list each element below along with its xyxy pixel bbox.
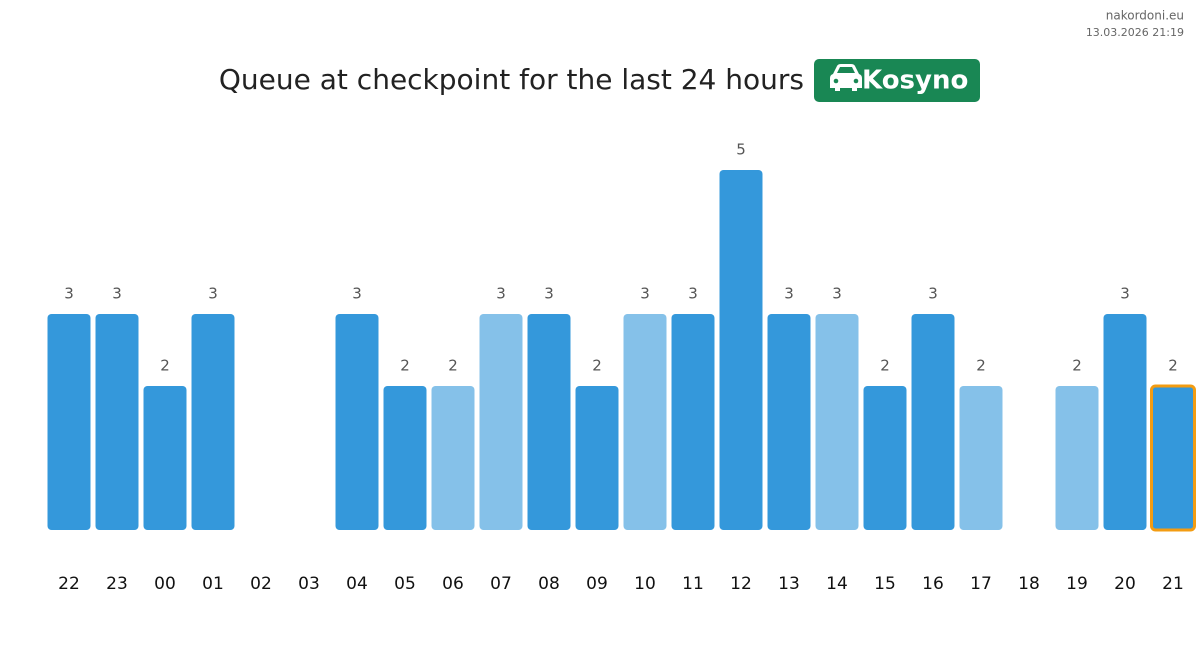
bar [815, 314, 859, 530]
x-tick-label: 10 [634, 574, 656, 594]
value-label: 3 [640, 285, 650, 303]
bar [143, 386, 187, 530]
x-tick-label: 07 [490, 574, 512, 594]
x-tick-label: 12 [730, 574, 752, 594]
bar [431, 386, 475, 530]
x-tick-label: 00 [154, 574, 176, 594]
value-label: 3 [496, 285, 506, 303]
x-tick-label: 19 [1066, 574, 1088, 594]
bar [191, 314, 235, 530]
x-tick-label: 15 [874, 574, 896, 594]
value-label: 2 [1168, 357, 1178, 375]
bar [95, 314, 139, 530]
bar [767, 314, 811, 530]
bar [1103, 314, 1147, 530]
value-label: 5 [736, 141, 746, 159]
x-tick-label: 05 [394, 574, 416, 594]
x-tick-label: 16 [922, 574, 944, 594]
value-label: 3 [352, 285, 362, 303]
value-label: 3 [112, 285, 122, 303]
value-label: 2 [448, 357, 458, 375]
value-label: 2 [160, 357, 170, 375]
value-label: 3 [688, 285, 698, 303]
value-label: 3 [64, 285, 74, 303]
bar [479, 314, 523, 530]
bar [335, 314, 379, 530]
x-tick-label: 13 [778, 574, 800, 594]
value-label: 2 [976, 357, 986, 375]
x-tick-label: 04 [346, 574, 368, 594]
timestamp: 13.03.2026 21:19 [1086, 26, 1184, 39]
value-label: 2 [592, 357, 602, 375]
bar [959, 386, 1003, 530]
value-label: 3 [544, 285, 554, 303]
badge-label: Kosyno [862, 66, 968, 96]
x-tick-label: 21 [1162, 574, 1184, 594]
value-label: 2 [880, 357, 890, 375]
value-label: 2 [1072, 357, 1082, 375]
bar [47, 314, 91, 530]
x-tick-label: 06 [442, 574, 464, 594]
bar [383, 386, 427, 530]
x-tick-label: 08 [538, 574, 560, 594]
bar [527, 314, 571, 530]
site-name: nakordoni.eu [1106, 9, 1184, 23]
bar [575, 386, 619, 530]
value-label: 3 [208, 285, 218, 303]
x-tick-label: 02 [250, 574, 272, 594]
x-tick-label: 14 [826, 574, 848, 594]
x-tick-label: 22 [58, 574, 80, 594]
x-tick-label: 11 [682, 574, 704, 594]
car-icon [830, 64, 862, 91]
bar [719, 170, 763, 530]
bar [863, 386, 907, 530]
chart-title: Queue at checkpoint for the last 24 hour… [219, 63, 804, 96]
bar [911, 314, 955, 530]
value-label: 3 [784, 285, 794, 303]
bar [1150, 384, 1196, 532]
x-tick-label: 23 [106, 574, 128, 594]
x-tick-label: 20 [1114, 574, 1136, 594]
value-label: 2 [400, 357, 410, 375]
bar [1055, 386, 1099, 530]
x-tick-label: 01 [202, 574, 224, 594]
bar [623, 314, 667, 530]
value-label: 3 [832, 285, 842, 303]
x-tick-label: 18 [1018, 574, 1040, 594]
x-tick-label: 03 [298, 574, 320, 594]
x-tick-label: 09 [586, 574, 608, 594]
x-tick-label: 17 [970, 574, 992, 594]
bar [671, 314, 715, 530]
value-label: 3 [1120, 285, 1130, 303]
value-label: 3 [928, 285, 938, 303]
